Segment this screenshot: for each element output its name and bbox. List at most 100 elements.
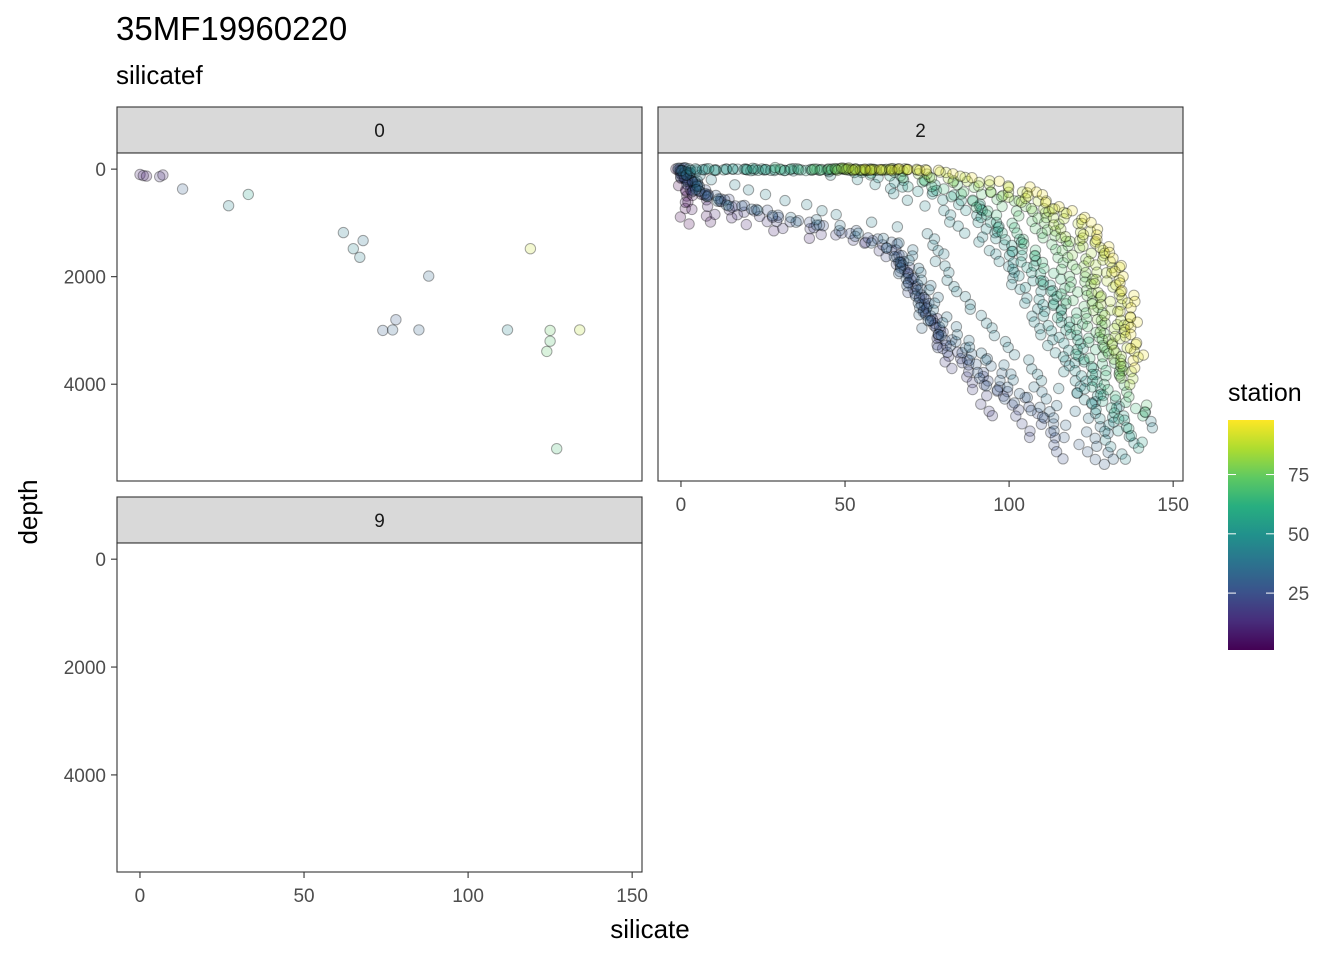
data-point xyxy=(838,162,850,175)
data-point xyxy=(1113,365,1126,377)
data-point xyxy=(1094,383,1107,395)
data-point xyxy=(1113,400,1126,413)
data-point xyxy=(921,228,933,240)
data-point xyxy=(715,193,727,205)
data-point xyxy=(948,280,960,293)
data-point xyxy=(954,170,966,182)
x-tick-label: 100 xyxy=(452,886,484,907)
data-point xyxy=(1098,378,1111,391)
data-point xyxy=(1101,275,1113,287)
data-point xyxy=(686,174,698,187)
data-point xyxy=(881,242,893,254)
data-point xyxy=(770,215,783,228)
data-point xyxy=(1079,383,1091,395)
data-point xyxy=(896,259,909,271)
data-point xyxy=(822,163,835,175)
data-point xyxy=(1087,304,1100,317)
data-point xyxy=(990,216,1003,229)
data-point xyxy=(1055,304,1067,317)
data-point xyxy=(1130,337,1143,349)
data-point xyxy=(1091,229,1103,241)
data-point xyxy=(756,163,768,175)
data-point xyxy=(1090,273,1102,286)
data-point xyxy=(865,237,877,249)
data-point xyxy=(686,189,699,202)
data-point xyxy=(814,164,827,176)
data-point xyxy=(1125,328,1137,341)
data-point xyxy=(1117,360,1130,372)
data-point xyxy=(897,165,909,177)
data-point xyxy=(907,283,919,295)
data-point xyxy=(1034,401,1046,413)
data-point xyxy=(1094,291,1107,303)
data-point xyxy=(909,287,921,300)
data-point xyxy=(1099,434,1112,446)
data-point xyxy=(738,199,751,212)
data-point xyxy=(574,324,586,336)
data-point xyxy=(1070,263,1083,275)
data-point xyxy=(897,172,909,184)
data-point xyxy=(966,383,979,396)
data-point xyxy=(995,191,1008,203)
data-point xyxy=(1037,275,1050,287)
data-point xyxy=(1002,191,1015,203)
data-point xyxy=(1124,342,1137,355)
facet-panel-0: 0 0 2000 4000 xyxy=(64,106,643,482)
data-point xyxy=(1102,333,1115,345)
data-point xyxy=(1035,329,1047,341)
data-point xyxy=(689,176,701,188)
data-point xyxy=(752,164,764,177)
data-point xyxy=(898,264,911,276)
data-point xyxy=(1103,246,1116,259)
data-point xyxy=(690,183,702,196)
data-point xyxy=(1104,255,1116,268)
data-point xyxy=(912,168,925,180)
data-point xyxy=(983,179,996,191)
data-point xyxy=(377,324,389,337)
data-point xyxy=(1069,375,1082,387)
data-point xyxy=(524,243,537,255)
data-point xyxy=(870,164,882,177)
data-point xyxy=(907,273,919,285)
data-point xyxy=(899,163,911,175)
data-point xyxy=(701,200,714,213)
data-point xyxy=(837,163,850,175)
data-point xyxy=(1113,261,1126,273)
data-point xyxy=(1096,307,1109,319)
data-point xyxy=(859,236,872,249)
data-point xyxy=(1045,325,1058,337)
data-point xyxy=(1008,349,1021,361)
data-point xyxy=(848,166,860,179)
data-point xyxy=(1063,270,1076,283)
data-point xyxy=(907,244,919,256)
data-point xyxy=(719,194,731,206)
data-point xyxy=(917,306,929,318)
data-point xyxy=(875,163,888,176)
data-point xyxy=(1096,320,1108,332)
data-point xyxy=(939,356,951,368)
data-point xyxy=(923,171,936,183)
data-point xyxy=(866,163,878,175)
data-point xyxy=(675,164,688,177)
data-point xyxy=(1116,448,1128,460)
data-point xyxy=(1042,319,1054,332)
data-point xyxy=(909,290,922,302)
data-point xyxy=(1130,338,1142,351)
data-point xyxy=(893,249,905,261)
data-point xyxy=(1013,195,1025,207)
data-point xyxy=(1109,394,1122,406)
data-point xyxy=(873,163,886,176)
data-point xyxy=(1089,343,1102,356)
data-point xyxy=(1001,385,1014,398)
data-point xyxy=(804,163,817,176)
data-point xyxy=(996,367,1008,379)
data-point xyxy=(698,164,711,176)
facet-plot-area-9 xyxy=(116,542,643,873)
data-point xyxy=(1043,205,1055,218)
data-point xyxy=(768,225,780,237)
data-point xyxy=(712,195,724,207)
data-point xyxy=(1017,233,1029,246)
data-point xyxy=(902,286,914,299)
data-point xyxy=(1003,181,1015,193)
data-point xyxy=(688,180,701,193)
